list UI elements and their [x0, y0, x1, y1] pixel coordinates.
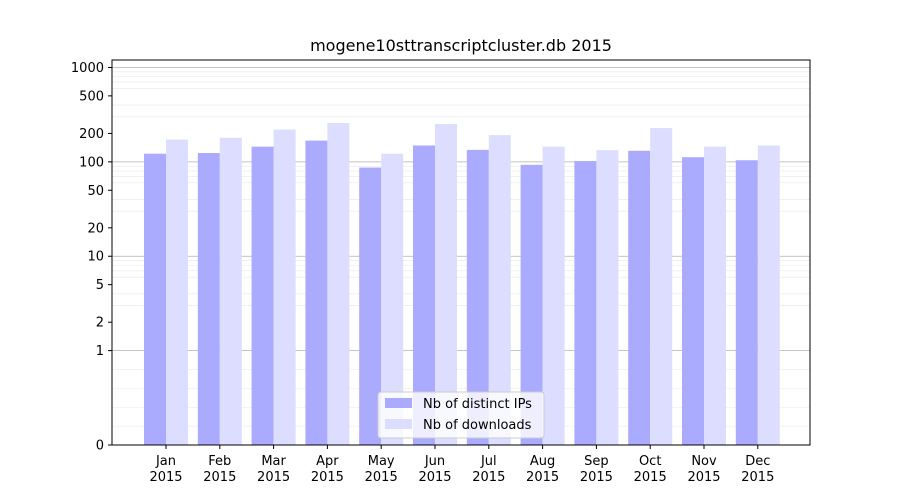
- bar-distinct-ips: [413, 145, 435, 445]
- x-tick-label: Jun 2015: [418, 454, 451, 485]
- x-tick-label: Aug 2015: [526, 454, 559, 485]
- bar-downloads: [650, 128, 673, 445]
- y-tick-label: 10: [87, 250, 104, 265]
- x-tick-label: May 2015: [365, 454, 398, 485]
- x-tick-label: Jan 2015: [149, 454, 182, 485]
- bar-downloads: [542, 146, 565, 445]
- bar-distinct-ips: [520, 164, 543, 445]
- y-tick-label: 50: [87, 184, 104, 199]
- bar-downloads: [704, 146, 726, 445]
- bar-distinct-ips: [735, 160, 758, 445]
- bar-distinct-ips: [574, 161, 597, 445]
- x-tick-label: Feb 2015: [203, 454, 236, 485]
- bar-distinct-ips: [251, 146, 274, 445]
- bar-downloads: [596, 150, 619, 445]
- y-tick-label: 500: [79, 89, 104, 104]
- bar-downloads: [327, 123, 350, 445]
- y-tick-label: 20: [87, 221, 104, 236]
- x-tick-label: Nov 2015: [687, 454, 720, 485]
- bar-distinct-ips: [197, 153, 220, 445]
- y-axis: 0 1 2 5 10 20 50 100 200 500 1000: [71, 61, 112, 454]
- legend: Nb of distinct IPs Nb of downloads: [377, 391, 545, 439]
- y-tick-label: 5: [96, 278, 104, 293]
- y-tick-label: 1: [96, 344, 104, 359]
- y-tick-label: 0: [96, 439, 104, 454]
- bar-distinct-ips: [359, 167, 382, 445]
- x-tick-label: Dec 2015: [741, 454, 774, 485]
- bar-downloads: [273, 129, 296, 446]
- x-axis: Jan 2015 Feb 2015 Mar 2015 Apr 2015 May 2015 Jun 20…: [149, 445, 774, 485]
- legend-label-distinct-ips: Nb of distinct IPs: [423, 397, 532, 412]
- y-tick-label: 100: [79, 155, 104, 170]
- y-tick-label: 200: [79, 127, 104, 142]
- legend-swatch-distinct-ips: [385, 398, 412, 408]
- x-tick-label: Oct 2015: [634, 454, 667, 485]
- y-tick-label: 1000: [71, 61, 104, 76]
- bar-distinct-ips: [682, 157, 704, 446]
- y-tick-label: 2: [96, 316, 104, 331]
- bar-downloads: [166, 139, 188, 445]
- x-tick-label: Jul 2015: [472, 454, 505, 485]
- legend-box: [377, 391, 545, 439]
- bar-distinct-ips: [628, 150, 651, 445]
- x-tick-label: Mar 2015: [257, 454, 290, 485]
- bars-layer: [144, 123, 780, 446]
- bar-downloads: [488, 135, 511, 445]
- bar-downloads: [757, 145, 780, 445]
- bar-downloads: [435, 123, 457, 445]
- legend-label-downloads: Nb of downloads: [423, 418, 532, 433]
- x-tick-label: Sep 2015: [580, 454, 613, 485]
- bar-distinct-ips: [466, 149, 489, 445]
- bar-downloads: [219, 137, 242, 445]
- bar-downloads: [381, 153, 404, 445]
- plot-area-frame: [111, 59, 811, 446]
- bar-distinct-ips: [305, 140, 328, 445]
- legend-swatch-downloads: [385, 419, 412, 429]
- chart-title: mogene10sttranscriptcluster.db 2015: [310, 36, 612, 55]
- bar-distinct-ips: [144, 153, 166, 445]
- x-tick-label: Apr 2015: [311, 454, 344, 485]
